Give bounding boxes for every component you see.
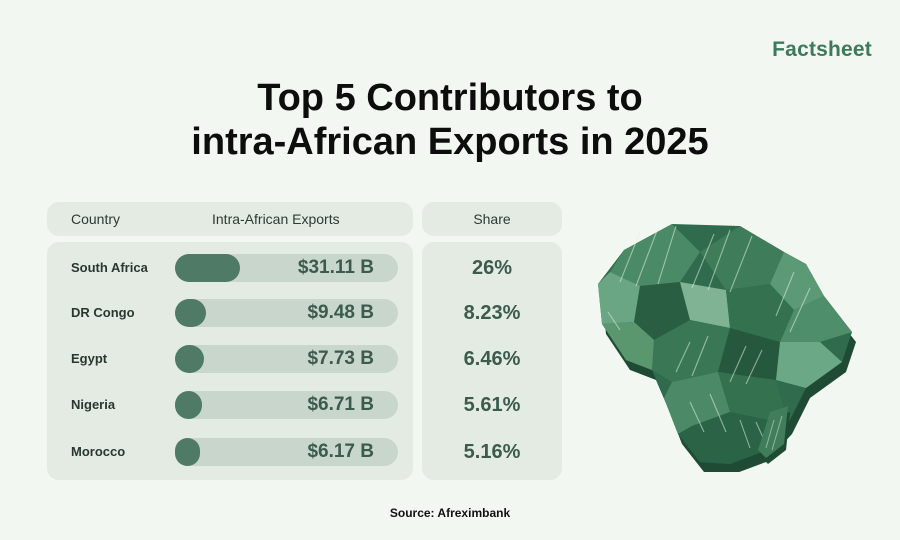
- amount-label: $6.71 B: [307, 394, 374, 415]
- bar-track: $7.73 B: [175, 345, 398, 373]
- share-value: 5.61%: [463, 394, 521, 416]
- bar-track: $6.17 B: [175, 438, 398, 466]
- bar-fill: [175, 299, 206, 327]
- bar-fill: [175, 254, 240, 282]
- table-row: Nigeria $6.71 B: [47, 390, 413, 420]
- amount-label: $7.73 B: [307, 348, 374, 369]
- share-column: 26% 8.23% 6.46% 5.61% 5.16%: [422, 242, 562, 480]
- bar-track: $31.11 B: [175, 254, 398, 282]
- amount-label: $31.11 B: [297, 257, 374, 278]
- table-header-main: Country Intra-African Exports: [47, 202, 413, 236]
- bar-track: $9.48 B: [175, 299, 398, 327]
- bar-fill: [175, 438, 200, 466]
- country-label: Morocco: [71, 444, 126, 459]
- header-country: Country: [71, 211, 121, 227]
- header-exports: Intra-African Exports: [212, 211, 340, 227]
- title-line-1: Top 5 Contributors to: [257, 77, 643, 119]
- madagascar-illustration: [758, 406, 790, 464]
- africa-map-illustration: [598, 224, 856, 472]
- brand-logo: Factsheet: [772, 38, 872, 61]
- share-value: 5.16%: [463, 441, 521, 463]
- country-label: Egypt: [71, 351, 108, 366]
- header-share: Share: [473, 211, 511, 227]
- table-header-share: Share: [422, 202, 562, 236]
- table-row: Morocco $6.17 B: [47, 437, 413, 467]
- share-value: 8.23%: [463, 302, 521, 324]
- amount-label: $6.17 B: [307, 441, 374, 462]
- table-row: Egypt $7.73 B: [47, 344, 413, 374]
- share-value: 26%: [471, 257, 513, 279]
- amount-label: $9.48 B: [307, 302, 374, 323]
- bar-fill: [175, 391, 202, 419]
- country-label: Nigeria: [71, 397, 116, 412]
- country-label: DR Congo: [71, 305, 135, 320]
- source-note: Source: Afreximbank: [389, 506, 511, 520]
- exports-table-body: South Africa $31.11 B DR Congo $9.48 B E…: [47, 242, 413, 480]
- country-label: South Africa: [71, 260, 148, 275]
- title-line-2: intra-African Exports in 2025: [191, 121, 709, 163]
- bar-fill: [175, 345, 204, 373]
- table-row: DR Congo $9.48 B: [47, 298, 413, 328]
- table-row: South Africa $31.11 B: [47, 253, 413, 283]
- share-value: 6.46%: [463, 348, 521, 370]
- africa-map-body: [598, 224, 852, 464]
- bar-track: $6.71 B: [175, 391, 398, 419]
- chart-title: Top 5 Contributors to intra-African Expo…: [0, 76, 900, 164]
